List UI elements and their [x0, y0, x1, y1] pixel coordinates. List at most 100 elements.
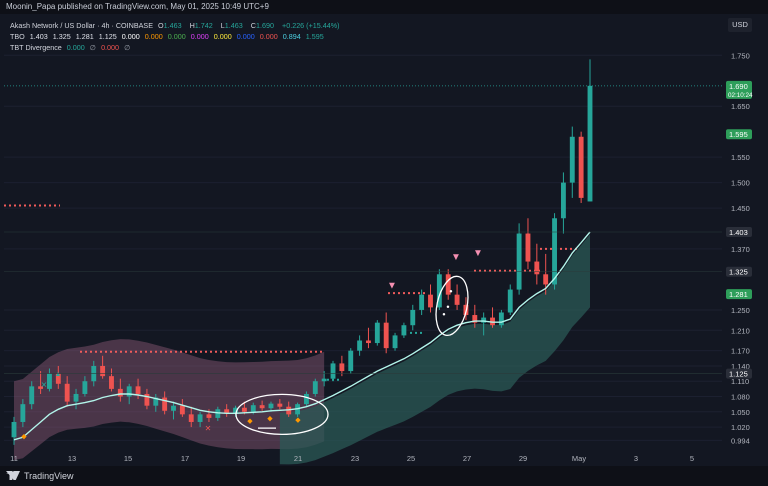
candle — [303, 393, 309, 405]
candle — [268, 403, 274, 409]
signal-markers: ✕✕▲◆◆ ◆ ◆▼▼ ▼••• — [21, 248, 483, 440]
legend-symbol-row[interactable]: Akash Network / US Dollar · 4h · COINBAS… — [10, 20, 343, 31]
candle — [525, 233, 531, 262]
time-tick-label: 19 — [237, 454, 245, 463]
candle — [543, 274, 549, 285]
price-label: 1.125 — [729, 370, 748, 379]
tbt-value: 0.000 — [66, 43, 85, 52]
candle — [348, 350, 354, 372]
time-tick-label: 21 — [294, 454, 302, 463]
candle — [20, 404, 26, 422]
time-tick-label: 17 — [181, 454, 189, 463]
price-label: 1.595 — [729, 130, 748, 139]
tbt-value: ∅ — [89, 43, 97, 52]
tbo-value: 0.000 — [144, 32, 163, 41]
candle — [498, 312, 504, 326]
diamond-marker: ◆ — [295, 417, 301, 424]
tbo-cloud-teal — [279, 234, 590, 465]
tbo-ma-line — [13, 231, 591, 441]
candle — [366, 340, 371, 344]
candle — [436, 274, 442, 308]
price-tick-label: 1.080 — [731, 393, 750, 402]
candle — [73, 393, 79, 402]
price-label-box — [726, 289, 752, 300]
published-text: Moonin_Papa published on TradingView.com… — [6, 2, 269, 11]
diamond-marker: ◆ — [267, 415, 273, 422]
candle — [38, 386, 44, 389]
ohlc-c: C1.690 — [250, 21, 274, 30]
chart-legend: Akash Network / US Dollar · 4h · COINBAS… — [10, 20, 343, 53]
candle — [445, 274, 451, 295]
candle — [277, 403, 283, 407]
candle — [330, 363, 336, 379]
brand-name: TradingView — [24, 471, 74, 481]
candle — [578, 136, 584, 198]
candle — [552, 218, 557, 285]
candle — [29, 386, 35, 405]
ohlc-l: L1.463 — [220, 21, 243, 30]
candle — [153, 397, 159, 406]
legend-tbt-row[interactable]: TBT Divergence 0.000 ∅ 0.000 ∅ — [10, 42, 343, 53]
candle — [162, 397, 168, 411]
tbo-value: 0.000 — [190, 32, 209, 41]
up-triangle-marker: ▲ — [55, 371, 62, 378]
candle — [259, 405, 265, 409]
ohlc-change: +0.226 (+15.44%) — [282, 21, 340, 30]
time-tick-label: 27 — [463, 454, 471, 463]
white-dot-marker: • — [442, 310, 445, 320]
candle — [410, 309, 416, 326]
candle — [109, 376, 114, 389]
tbo-line — [13, 231, 591, 441]
candle — [135, 386, 141, 394]
sell-x-marker: ✕ — [205, 424, 212, 433]
price-tick-label: 1.140 — [731, 362, 750, 371]
candle — [516, 233, 522, 290]
candle — [47, 373, 52, 389]
tbo-value: 1.403 — [29, 32, 48, 41]
tbo-value: 1.281 — [75, 32, 94, 41]
time-axis[interactable]: 11 13 15 17 19 21 23 25 27 29 May 3 5 — [10, 454, 694, 463]
price-tick-label: 1.210 — [731, 326, 750, 335]
tbo-cloud — [4, 54, 722, 465]
candle — [534, 261, 540, 275]
price-tick-label: 1.050 — [731, 408, 750, 417]
candle — [374, 322, 380, 344]
symbol-name: Akash Network / US Dollar · 4h · COINBAS… — [10, 21, 153, 30]
candle — [560, 182, 566, 219]
candle — [126, 386, 132, 397]
price-axis[interactable]: 1.750 1.650 1.550 1.500 1.450 1.370 1.250 1.210… — [731, 51, 750, 445]
time-tick-label: 29 — [519, 454, 527, 463]
price-label: 1.325 — [729, 268, 748, 277]
candle — [357, 340, 363, 351]
circle-annotation — [435, 275, 469, 337]
diamond-marker: ◆ — [247, 418, 253, 425]
legend-tbo-row[interactable]: TBO 1.403 1.325 1.281 1.125 0.000 0.000 … — [10, 31, 343, 42]
candle — [312, 381, 318, 394]
down-triangle-marker: ▼ — [451, 252, 461, 263]
price-chart[interactable]: ✕✕▲◆◆ ◆ ◆▼▼ ▼••• 1.7501.6501.5501.5001.4501… — [0, 0, 768, 466]
tbt-value: 0.000 — [101, 43, 120, 52]
tradingview-logo[interactable]: TradingView — [6, 470, 74, 482]
candle — [392, 335, 398, 349]
candle — [117, 388, 123, 397]
candle — [321, 378, 327, 382]
candle — [401, 325, 407, 336]
white-dot-marker: • — [446, 302, 449, 312]
tbo-value: 0.000 — [121, 32, 140, 41]
tbo-value: 1.595 — [305, 32, 324, 41]
down-triangle-marker: ▼ — [473, 248, 483, 259]
candle — [286, 406, 292, 415]
price-tick-label: 0.994 — [731, 436, 750, 445]
candle — [481, 317, 487, 323]
candle — [472, 315, 478, 323]
currency-button[interactable]: USD — [728, 18, 752, 32]
price-label-box — [726, 227, 752, 238]
price-tick-label: 1.550 — [731, 153, 750, 162]
time-tick-label: 25 — [407, 454, 415, 463]
candle — [233, 407, 238, 413]
candle — [206, 414, 212, 418]
price-label-box — [726, 80, 752, 99]
candle — [569, 136, 575, 183]
candle — [250, 405, 256, 412]
price-label: 1.690 — [729, 82, 748, 91]
